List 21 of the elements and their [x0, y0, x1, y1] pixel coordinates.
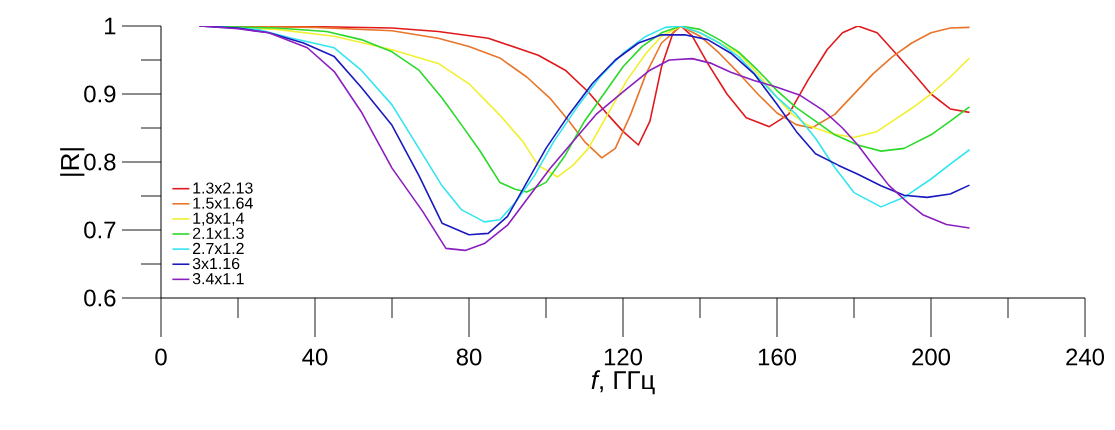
legend-label: 1,8x1,4 [193, 212, 244, 226]
y-tick-label: 0.9 [84, 85, 116, 103]
legend-label: 2.1x1.3 [192, 227, 244, 239]
legend-label: 1.5x1.64 [193, 197, 253, 209]
x-axis-title: f, ГГц [591, 370, 655, 395]
x-tick-label: 0 [155, 348, 167, 366]
x-tick-label: 200 [912, 348, 951, 366]
legend-label: 2.7x1.2 [192, 242, 244, 254]
x-tick-label: 160 [758, 348, 797, 366]
legend-label: 1.3x2.13 [193, 182, 253, 194]
y-tick-label: 1 [105, 17, 116, 35]
x-tick-label: 240 [1066, 348, 1105, 366]
x-tick-label: 80 [456, 348, 482, 366]
x-tick-label: 120 [604, 348, 643, 366]
legend-label: 3x1.16 [192, 257, 240, 270]
y-tick-label: 0.8 [84, 153, 116, 171]
y-axis-title: |R| [60, 148, 85, 176]
x-tick-label: 40 [302, 348, 328, 366]
legend-label: 3.4x1.1 [192, 273, 244, 285]
y-tick-label: 0.6 [84, 289, 116, 307]
y-tick-label: 0.7 [84, 221, 116, 239]
